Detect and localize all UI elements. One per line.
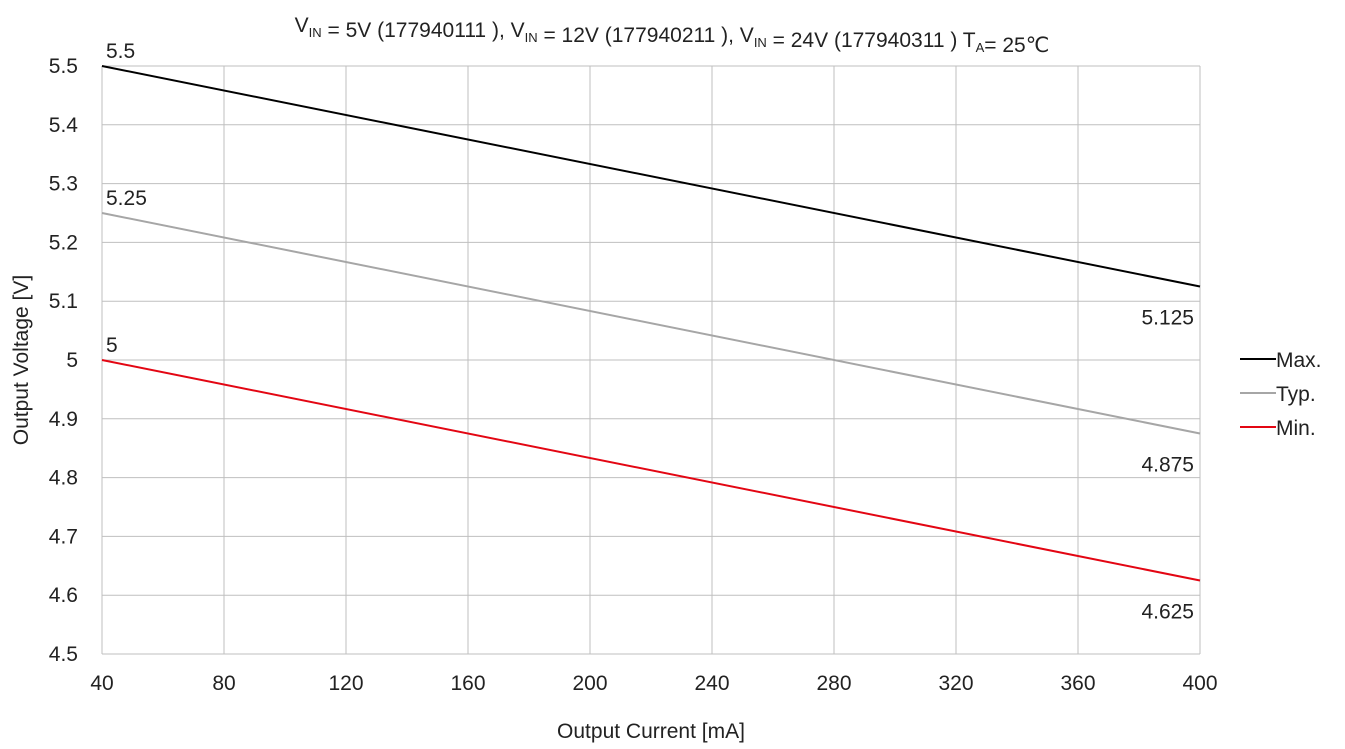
- x-tick-label: 120: [328, 672, 363, 695]
- chart-title: VIN = 5V (177940111 ), VIN = 12V (177940…: [295, 14, 1050, 57]
- data-label-start: 5: [106, 334, 118, 357]
- y-tick-label: 4.8: [49, 467, 78, 490]
- y-tick-label: 5: [66, 349, 78, 372]
- y-tick-label: 5.3: [49, 173, 78, 196]
- title-subscript: IN: [525, 30, 538, 45]
- title-subscript: IN: [754, 35, 767, 50]
- x-tick-label: 40: [90, 672, 113, 695]
- data-label-end: 5.125: [1141, 307, 1194, 330]
- x-tick-label: 280: [816, 672, 851, 695]
- title-segment: V: [295, 14, 309, 37]
- title-segment: = 12V (177940211 ), V: [538, 24, 754, 47]
- y-tick-label: 4.6: [49, 584, 78, 607]
- data-label-start: 5.25: [106, 187, 147, 210]
- data-label-end: 4.875: [1141, 454, 1194, 477]
- x-tick-label: 200: [572, 672, 607, 695]
- title-subscript: IN: [309, 25, 322, 40]
- legend-label: Typ.: [1276, 383, 1316, 406]
- title-segment: = 5V (177940111 ), V: [322, 19, 525, 42]
- legend-label: Max.: [1276, 349, 1322, 372]
- y-tick-label: 5.5: [49, 55, 78, 78]
- title-subscript: A: [976, 40, 985, 55]
- y-tick-label: 4.5: [49, 643, 78, 666]
- title-segment: = 24V (177940311 ) T: [767, 29, 976, 52]
- data-label-start: 5.5: [106, 40, 135, 63]
- y-tick-label: 4.7: [49, 525, 78, 548]
- x-tick-label: 360: [1060, 672, 1095, 695]
- legend-label: Min.: [1276, 417, 1316, 440]
- title-segment: = 25℃: [984, 34, 1049, 57]
- legend: Max. Typ. Min.: [1240, 349, 1322, 440]
- x-tick-label: 160: [450, 672, 485, 695]
- data-label-end: 4.625: [1141, 601, 1194, 624]
- y-tick-label: 5.2: [49, 231, 78, 254]
- series-line-typ: [101, 212, 1201, 435]
- grid-lines: [101, 65, 1201, 655]
- x-tick-label: 240: [694, 672, 729, 695]
- data-labels: 5.5 5.125 5.25 4.875 5 4.625: [106, 40, 1194, 624]
- y-axis-title: Output Voltage [V]: [10, 275, 33, 445]
- y-tick-label: 5.4: [49, 114, 79, 137]
- y-axis-ticks: 4.5 4.6 4.7 4.8 4.9 5 5.1 5.2 5.3 5.4 5.5: [49, 55, 79, 666]
- x-tick-label: 80: [212, 672, 235, 695]
- series-line-max: [101, 65, 1201, 288]
- x-tick-label: 400: [1182, 672, 1217, 695]
- x-tick-label: 320: [938, 672, 973, 695]
- x-axis-title: Output Current [mA]: [557, 720, 745, 743]
- series-line-min: [101, 359, 1201, 582]
- series-lines: [101, 65, 1201, 582]
- y-tick-label: 5.1: [49, 290, 78, 313]
- x-axis-ticks: 40 80 120 160 200 240 280 320 360 400: [90, 672, 1217, 695]
- y-tick-label: 4.9: [49, 408, 78, 431]
